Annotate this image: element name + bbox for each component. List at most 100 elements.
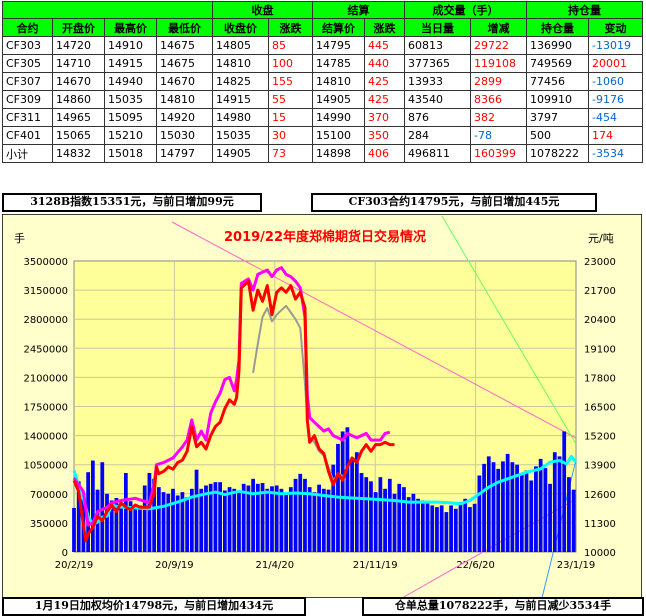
group-header-row: 收盘 结算 成交量（手） 持仓量 bbox=[2, 1, 643, 19]
table-cell: 14965 bbox=[52, 108, 105, 127]
table-cell: 14810 bbox=[156, 90, 213, 109]
y-left-tick-label: 3150000 bbox=[23, 286, 68, 297]
y-right-tick-label: 12600 bbox=[584, 490, 616, 501]
volume-bar bbox=[76, 481, 81, 552]
column-header: 结算价 bbox=[312, 18, 365, 37]
volume-bar bbox=[331, 464, 336, 552]
table-cell: 14720 bbox=[52, 36, 105, 55]
table-cell: 15035 bbox=[212, 126, 269, 145]
table-cell: 14797 bbox=[156, 144, 213, 163]
volume-bar bbox=[199, 488, 204, 552]
table-cell: 160399 bbox=[470, 144, 527, 163]
volume-bar bbox=[548, 483, 552, 552]
volume-bar bbox=[501, 461, 505, 552]
group-header-oi: 持仓量 bbox=[526, 1, 643, 19]
volume-bar bbox=[515, 464, 519, 552]
volume-bar bbox=[208, 483, 213, 552]
chart-title: 2019/22年度郑棉期货日交易情况 bbox=[224, 229, 426, 245]
price-red-line bbox=[72, 279, 395, 543]
volume-bar bbox=[383, 488, 387, 552]
column-header: 持仓量 bbox=[526, 18, 589, 37]
volume-bar bbox=[477, 475, 482, 552]
index-callout: 3128B指数15351元，与前日增加99元 bbox=[2, 193, 262, 212]
contract-callout: CF303合约14795元，与前日增加445元 bbox=[311, 193, 597, 212]
volume-bar bbox=[486, 456, 491, 552]
table-cell: 174 bbox=[588, 126, 643, 145]
volume-bar bbox=[128, 501, 133, 552]
table-cell: 496811 bbox=[404, 144, 471, 163]
table-cell: CF309 bbox=[2, 90, 53, 109]
trend-line bbox=[441, 215, 577, 445]
y-right-tick-label: 15200 bbox=[584, 432, 616, 443]
volume-bar bbox=[354, 452, 359, 552]
table-cell: 15065 bbox=[52, 126, 105, 145]
volume-bar bbox=[270, 486, 274, 552]
volume-bar bbox=[519, 473, 524, 552]
y-left-tick-label: 1750000 bbox=[23, 403, 68, 414]
volume-bar bbox=[510, 462, 515, 552]
table-cell: -3534 bbox=[588, 144, 643, 163]
table-cell: 425 bbox=[364, 90, 405, 109]
y-left-tick-label: 0 bbox=[62, 548, 68, 559]
volume-bar bbox=[463, 498, 468, 552]
volume-bar bbox=[364, 477, 369, 552]
table-cell: 500 bbox=[526, 126, 589, 145]
volume-bar bbox=[345, 427, 350, 552]
table-cell: CF307 bbox=[2, 72, 53, 91]
table-cell: 60813 bbox=[404, 36, 471, 55]
y-right-tick-label: 20400 bbox=[584, 315, 616, 326]
volume-bar bbox=[133, 507, 138, 552]
volume-bar bbox=[562, 431, 567, 552]
volume-bar bbox=[350, 460, 354, 552]
volume-bar bbox=[472, 503, 477, 552]
weighted-price-callout: 1月19日加权均价14798元，与前日增加434元 bbox=[2, 597, 306, 616]
volume-bar bbox=[571, 489, 576, 552]
volume-bar bbox=[156, 487, 161, 552]
y-right-tick-label: 16500 bbox=[584, 403, 616, 414]
volume-bar bbox=[529, 480, 534, 552]
table-cell: 77456 bbox=[526, 72, 589, 91]
volume-bar bbox=[194, 469, 199, 552]
volume-bar bbox=[189, 488, 194, 552]
volume-bar bbox=[218, 482, 222, 552]
volume-bar bbox=[444, 512, 449, 552]
y-right-tick-label: 11300 bbox=[584, 519, 616, 530]
volume-bar bbox=[284, 492, 288, 552]
y-left-tick-label: 2800000 bbox=[23, 315, 68, 326]
volume-bar bbox=[152, 478, 157, 552]
y-right-tick-label: 13900 bbox=[584, 461, 616, 472]
volume-bar bbox=[369, 481, 373, 552]
table-row: 小计 14832 15018 14797 14905 73 14898 406 496811 16… bbox=[2, 144, 643, 163]
table-cell: CF303 bbox=[2, 36, 53, 55]
volume-bar bbox=[567, 477, 571, 552]
volume-bar bbox=[307, 487, 312, 552]
y-left-tick-label: 1400000 bbox=[23, 432, 68, 443]
volume-bar bbox=[161, 492, 166, 552]
volume-bar bbox=[246, 485, 251, 552]
table-cell: 15030 bbox=[156, 126, 213, 145]
volume-bar bbox=[435, 507, 439, 552]
table-cell: -454 bbox=[588, 108, 643, 127]
column-header: 涨跌 bbox=[364, 18, 405, 37]
trend-line bbox=[171, 221, 577, 439]
table-cell: 8366 bbox=[470, 90, 527, 109]
table-cell: 155 bbox=[268, 72, 313, 91]
column-header: 合约 bbox=[2, 18, 53, 37]
x-tick-label: 22/6/20 bbox=[456, 560, 495, 571]
table-cell: 15018 bbox=[104, 144, 157, 163]
table-row: CF309 14860 15035 14810 14915 55 14905 425 43540… bbox=[2, 90, 643, 109]
table-cell: 876 bbox=[404, 108, 471, 127]
table-cell: 14860 bbox=[52, 90, 105, 109]
table-cell: -78 bbox=[470, 126, 527, 145]
volume-bar bbox=[109, 500, 114, 552]
volume-bar bbox=[288, 487, 293, 552]
table-cell: 3797 bbox=[526, 108, 589, 127]
table-cell: 14710 bbox=[52, 54, 105, 73]
volume-bar bbox=[147, 473, 152, 552]
quotes-table: 收盘 结算 成交量（手） 持仓量 合约 开盘价 最高价 最低价 收盘价 涨跌 结算价 涨跌 当日… bbox=[2, 1, 643, 163]
table-cell: 284 bbox=[404, 126, 471, 145]
x-tick-label: 20/2/19 bbox=[55, 560, 94, 571]
table-row: CF311 14965 15095 14920 14980 15 14990 370 876 38… bbox=[2, 108, 643, 127]
chart-container: 0 350000 700000 1050000 1400000 1750000 210000… bbox=[1, 213, 643, 599]
volume-bar bbox=[90, 460, 95, 552]
